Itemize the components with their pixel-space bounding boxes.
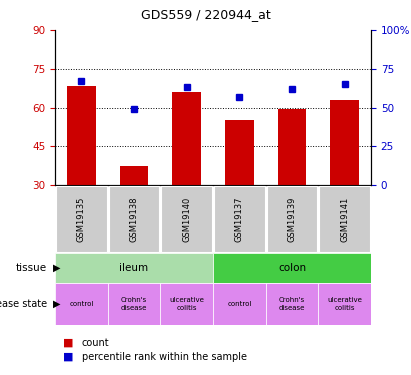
Text: control: control (227, 301, 252, 307)
Bar (55, 253, 213, 283)
Text: count: count (82, 338, 109, 348)
Text: GSM19141: GSM19141 (340, 196, 349, 242)
Bar (172, 92, 201, 185)
Bar (213, 253, 371, 283)
Text: Crohn's
disease: Crohn's disease (279, 297, 305, 310)
Text: ▶: ▶ (53, 299, 60, 309)
Text: GSM19135: GSM19135 (77, 196, 86, 242)
Bar (319, 186, 370, 252)
Text: ■: ■ (63, 338, 74, 348)
Text: percentile rank within the sample: percentile rank within the sample (82, 352, 247, 362)
Text: disease state: disease state (0, 299, 47, 309)
Text: colon: colon (278, 263, 306, 273)
Bar (267, 186, 317, 252)
Bar (330, 100, 359, 185)
Bar (109, 186, 159, 252)
Text: Crohn's
disease: Crohn's disease (121, 297, 147, 310)
Text: control: control (69, 301, 94, 307)
Bar (67, 86, 96, 185)
Bar (55, 283, 108, 325)
Text: ulcerative
colitis: ulcerative colitis (169, 297, 204, 310)
Text: ileum: ileum (120, 263, 148, 273)
Bar (214, 186, 265, 252)
Bar (319, 283, 371, 325)
Bar (56, 186, 106, 252)
Text: GSM19138: GSM19138 (129, 196, 139, 242)
Text: GSM19139: GSM19139 (288, 196, 296, 242)
Text: ■: ■ (63, 352, 74, 362)
Bar (162, 186, 212, 252)
Bar (160, 283, 213, 325)
Bar (277, 109, 307, 185)
Bar (225, 120, 254, 185)
Text: GDS559 / 220944_at: GDS559 / 220944_at (141, 8, 270, 21)
Bar (120, 166, 148, 185)
Bar (108, 283, 160, 325)
Bar (213, 283, 266, 325)
Text: GSM19140: GSM19140 (182, 196, 191, 242)
Text: tissue: tissue (16, 263, 47, 273)
Text: ▶: ▶ (53, 263, 60, 273)
Text: ulcerative
colitis: ulcerative colitis (327, 297, 362, 310)
Bar (266, 283, 319, 325)
Text: GSM19137: GSM19137 (235, 196, 244, 242)
